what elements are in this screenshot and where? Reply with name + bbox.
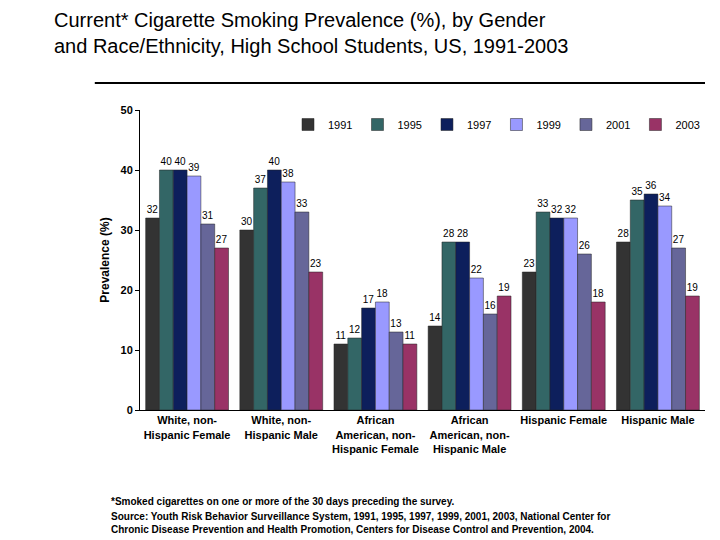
svg-text:16: 16 — [485, 300, 497, 311]
svg-text:19: 19 — [498, 282, 510, 293]
svg-text:38: 38 — [282, 168, 294, 179]
svg-text:28: 28 — [443, 228, 455, 239]
svg-text:32: 32 — [147, 204, 159, 215]
svg-text:40: 40 — [174, 156, 186, 167]
svg-text:23: 23 — [523, 258, 535, 269]
svg-text:37: 37 — [255, 174, 267, 185]
svg-text:34: 34 — [659, 192, 671, 203]
svg-text:1997: 1997 — [467, 119, 491, 131]
svg-text:18: 18 — [592, 288, 604, 299]
svg-text:50: 50 — [121, 104, 133, 116]
svg-text:30: 30 — [121, 224, 133, 236]
svg-text:36: 36 — [645, 180, 657, 191]
svg-text:Current* Cigarette Smoking Pre: Current* Cigarette Smoking Prevalence (%… — [54, 9, 568, 57]
svg-text:1995: 1995 — [397, 119, 421, 131]
svg-text:2003: 2003 — [675, 119, 699, 131]
svg-text:20: 20 — [121, 284, 133, 296]
svg-text:18: 18 — [377, 288, 389, 299]
svg-text:14: 14 — [429, 312, 441, 323]
svg-text:30: 30 — [241, 216, 253, 227]
svg-text:32: 32 — [565, 204, 577, 215]
svg-text:11: 11 — [405, 330, 416, 341]
svg-text:26: 26 — [579, 240, 591, 251]
svg-text:40: 40 — [121, 164, 133, 176]
svg-text:33: 33 — [296, 198, 308, 209]
svg-text:13: 13 — [390, 318, 402, 329]
svg-text:39: 39 — [188, 162, 200, 173]
svg-text:*Smoked cigarettes on one or m: *Smoked cigarettes on one or more of the… — [111, 496, 454, 507]
svg-text:23: 23 — [310, 258, 322, 269]
svg-text:40: 40 — [161, 156, 173, 167]
svg-text:Prevalence (%): Prevalence (%) — [98, 217, 112, 302]
svg-text:17: 17 — [363, 294, 375, 305]
svg-text:Hispanic Female: Hispanic Female — [520, 414, 607, 426]
svg-text:1999: 1999 — [536, 119, 560, 131]
svg-text:40: 40 — [269, 156, 281, 167]
svg-text:22: 22 — [471, 264, 483, 275]
svg-text:27: 27 — [216, 234, 228, 245]
svg-text:28: 28 — [618, 228, 630, 239]
svg-text:35: 35 — [631, 186, 643, 197]
svg-text:19: 19 — [687, 282, 699, 293]
svg-text:28: 28 — [457, 228, 469, 239]
svg-text:2001: 2001 — [606, 119, 630, 131]
svg-text:AfricanAmerican, non-Hispanic: AfricanAmerican, non-Hispanic Male — [430, 414, 510, 455]
svg-text:12: 12 — [349, 324, 361, 335]
svg-text:Hispanic Male: Hispanic Male — [621, 414, 694, 426]
svg-text:27: 27 — [673, 234, 685, 245]
svg-text:33: 33 — [537, 198, 549, 209]
svg-text:10: 10 — [121, 344, 133, 356]
svg-text:White, non-Hispanic Male: White, non-Hispanic Male — [245, 414, 318, 440]
svg-text:31: 31 — [202, 210, 214, 221]
svg-text:32: 32 — [551, 204, 563, 215]
svg-text:0: 0 — [127, 404, 133, 416]
svg-text:11: 11 — [335, 330, 346, 341]
svg-text:Source: Youth Risk Behavior Su: Source: Youth Risk Behavior Surveillance… — [111, 511, 610, 535]
svg-text:1991: 1991 — [328, 119, 352, 131]
svg-text:AfricanAmerican, non-Hispanic: AfricanAmerican, non-Hispanic Female — [332, 414, 419, 455]
svg-text:White, non-Hispanic Female: White, non-Hispanic Female — [144, 414, 231, 440]
